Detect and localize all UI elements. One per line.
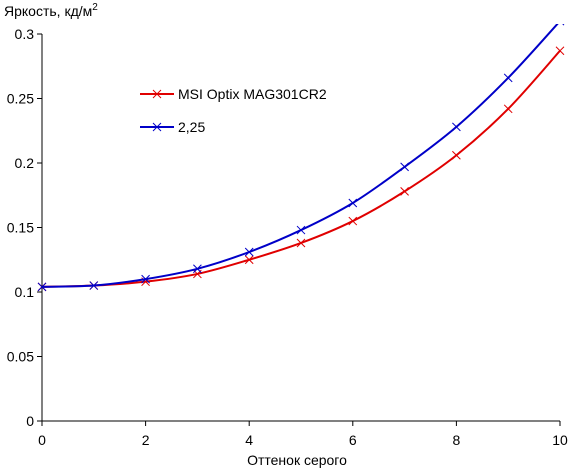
x-tick-label: 4 — [245, 432, 253, 448]
data-point-marker — [89, 281, 99, 290]
y-tick-label: 0.05 — [7, 349, 34, 365]
x-axis-title: Оттенок серого — [247, 452, 347, 468]
series-layer — [37, 24, 565, 292]
y-tick-label: 0.2 — [15, 155, 35, 171]
data-point-marker — [348, 198, 358, 208]
data-point-marker — [193, 264, 202, 274]
legend-label: 2,25 — [178, 119, 205, 135]
y-axis-title: Яркость, кд/м2 — [4, 2, 98, 19]
y-axis-title-superscript: 2 — [92, 2, 98, 13]
legend-item: 2,25 — [140, 119, 205, 135]
series-line — [41, 24, 559, 288]
y-axis-title-text: Яркость, кд/м — [4, 3, 92, 19]
y-tick-label: 0.1 — [15, 284, 35, 300]
y-tick-label: 0.15 — [7, 220, 34, 236]
legend-item: MSI Optix MAG301CR2 — [140, 86, 327, 102]
data-point-marker — [452, 150, 461, 160]
data-point-marker — [400, 187, 409, 196]
x-tick-label: 0 — [38, 432, 46, 448]
legend: MSI Optix MAG301CR2 2,25 — [140, 86, 327, 135]
series-2 — [37, 24, 565, 292]
y-tick-label: 0.25 — [7, 91, 34, 107]
data-point-marker — [348, 216, 358, 226]
data-point-marker — [244, 247, 254, 257]
data-point-marker — [400, 162, 409, 172]
x-ticks: 0 2 4 6 8 10 — [38, 421, 568, 448]
data-point-marker — [503, 104, 513, 114]
x-tick-label: 10 — [552, 432, 568, 448]
data-point-marker — [296, 225, 306, 235]
series-1 — [37, 46, 565, 292]
x-tick-label: 6 — [349, 432, 357, 448]
y-ticks: 0 0.05 0.1 0.15 0.2 0.25 0.3 — [7, 26, 42, 429]
y-tick-label: 0.3 — [15, 26, 35, 42]
data-point-marker — [296, 238, 306, 248]
x-tick-label: 8 — [453, 432, 461, 448]
x-tick-label: 2 — [142, 432, 150, 448]
data-point-marker — [244, 255, 254, 265]
legend-label: MSI Optix MAG301CR2 — [178, 86, 327, 102]
data-point-marker — [503, 73, 513, 83]
data-point-marker — [555, 24, 565, 26]
data-point-marker — [555, 46, 565, 56]
legend-marker — [152, 89, 162, 99]
y-tick-label: 0 — [26, 413, 34, 429]
data-point-marker — [452, 122, 461, 132]
data-point-marker — [37, 282, 47, 292]
legend-marker — [152, 122, 162, 132]
data-point-marker — [141, 274, 150, 284]
